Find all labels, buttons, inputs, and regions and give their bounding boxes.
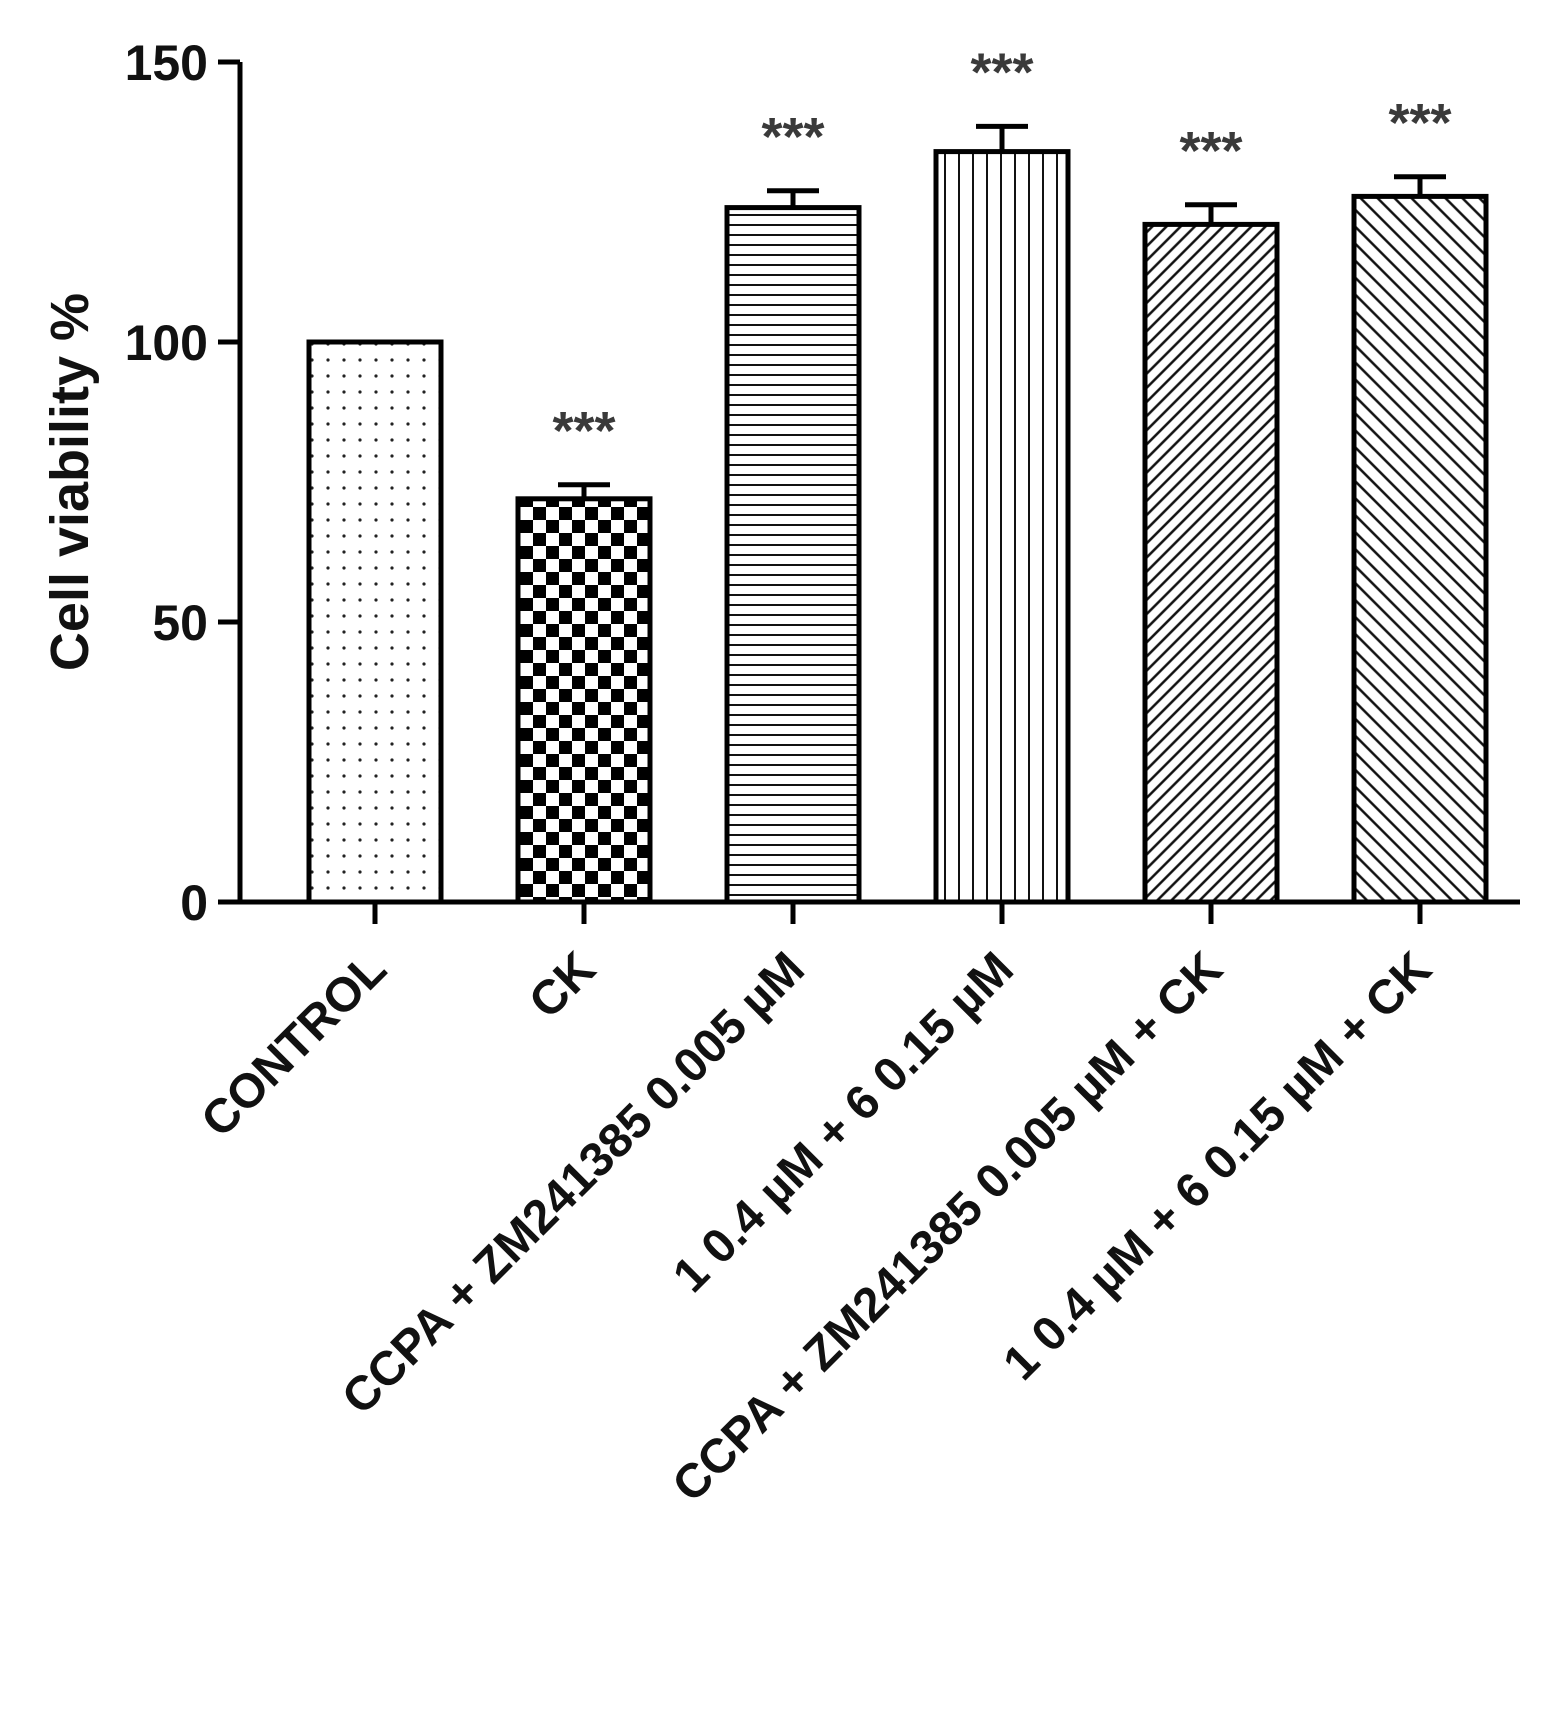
x-tick-label-1: CK	[519, 942, 606, 1029]
significance-label-4: ***	[1179, 121, 1242, 181]
significance-label-1: ***	[552, 401, 615, 461]
y-axis-title: Cell viability %	[40, 293, 100, 671]
y-tick-label: 100	[125, 315, 208, 371]
bars: *** *** *** *** ***	[306, 42, 1489, 905]
bar-2	[724, 205, 862, 905]
bar-4	[1142, 221, 1280, 905]
bar-0	[306, 339, 444, 905]
x-tick-label-3: 1 0.4 µM + 6 0.15 µM	[663, 942, 1024, 1303]
bar-5	[1351, 193, 1489, 905]
significance-label-3: ***	[970, 42, 1033, 102]
bar-3	[933, 149, 1071, 905]
y-tick-label: 50	[152, 595, 208, 651]
y-tick-label: 150	[125, 35, 208, 91]
y-ticks: 0 50 100 150	[125, 35, 240, 931]
x-tick-label-2: CCPA + ZM241385 0.005 µM	[332, 942, 814, 1424]
y-tick-label: 0	[180, 875, 208, 931]
x-tick-label-5: 1 0.4 µM + 6 0.15 µM + CK	[994, 942, 1442, 1390]
bar-1	[515, 496, 653, 905]
significance-label-2: ***	[761, 107, 824, 167]
x-tick-label-0: CONTROL	[191, 942, 396, 1147]
axes	[237, 62, 1520, 905]
significance-label-5: ***	[1388, 93, 1451, 153]
